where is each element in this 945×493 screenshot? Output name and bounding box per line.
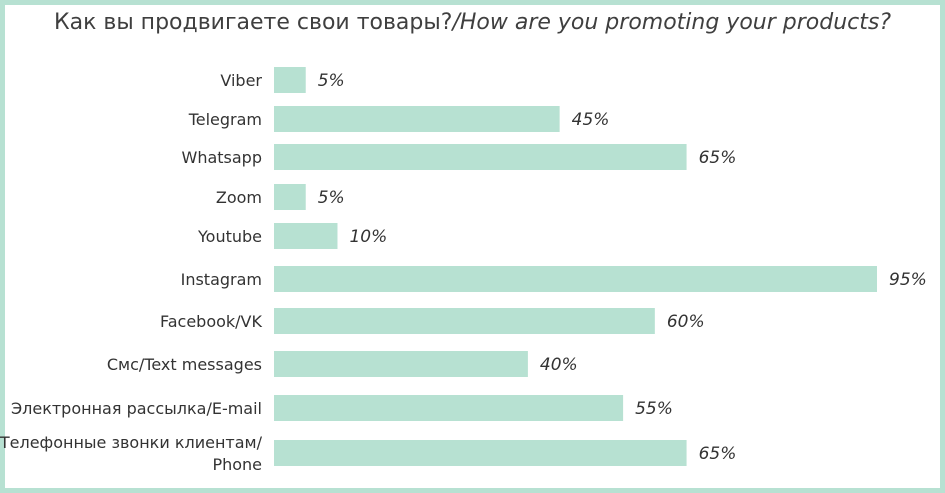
bar-4	[274, 223, 338, 249]
value-label-2: 65%	[699, 148, 737, 168]
bar-0	[274, 67, 306, 93]
value-label-4: 10%	[349, 227, 387, 247]
category-label-2: Whatsapp	[182, 148, 263, 167]
bar-6	[274, 308, 655, 334]
value-label-1: 45%	[572, 110, 610, 130]
category-label-9: Телефонные звонки клиентам/Phone	[0, 433, 263, 474]
category-label-6: Facebook/VK	[160, 312, 263, 331]
title-en: /How are you promoting your products?	[452, 10, 892, 35]
category-label-3: Zoom	[216, 188, 262, 207]
value-label-6: 60%	[667, 312, 705, 332]
bar-3	[274, 184, 306, 210]
value-label-5: 95%	[889, 270, 927, 290]
bar-2	[274, 144, 687, 170]
value-label-7: 40%	[540, 355, 578, 375]
category-label-8: Электронная рассылка/E-mail	[11, 399, 262, 418]
bar-8	[274, 395, 624, 421]
chart-title: Как вы продвигаете свои товары?/How are …	[0, 10, 945, 35]
category-label-5: Instagram	[181, 270, 262, 289]
title-ru: Как вы продвигаете свои товары?	[53, 10, 453, 35]
category-label-7: Смс/Text messages	[107, 355, 262, 374]
value-label-3: 5%	[318, 188, 345, 208]
value-label-9: 65%	[699, 444, 737, 464]
bar-5	[274, 266, 877, 292]
value-label-8: 55%	[635, 399, 673, 419]
bar-9	[274, 440, 687, 466]
category-label-1: Telegram	[188, 110, 262, 129]
bar-7	[274, 351, 528, 377]
bar-1	[274, 106, 560, 132]
category-label-4: Youtube	[197, 227, 262, 246]
value-label-0: 5%	[318, 71, 345, 91]
category-label-0: Viber	[220, 71, 262, 90]
